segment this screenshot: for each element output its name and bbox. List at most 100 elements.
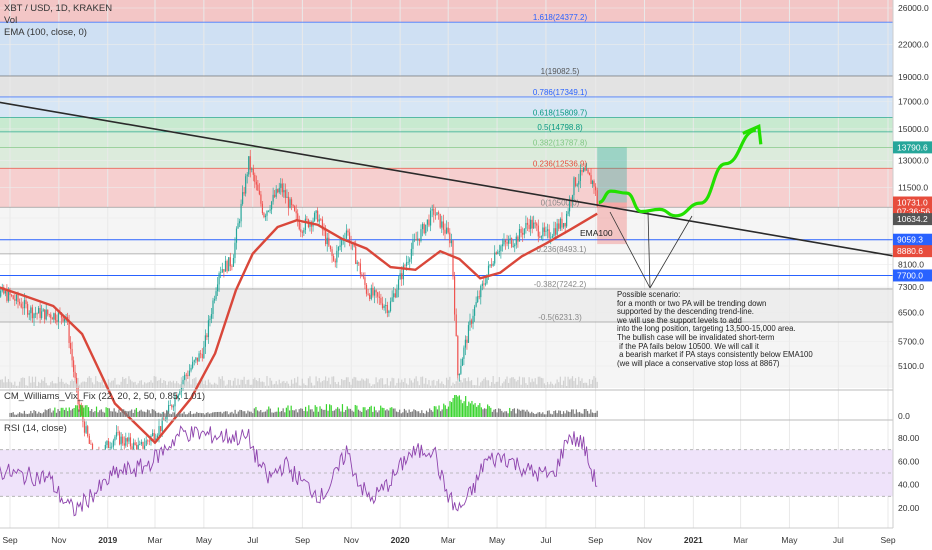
volume-bar <box>523 377 525 388</box>
volume-bar <box>56 383 58 388</box>
vix-bar <box>513 408 516 417</box>
candle-body <box>158 426 160 436</box>
candle-body <box>433 208 435 215</box>
vix-bar <box>520 410 522 417</box>
ema-series: EMA100 <box>0 212 613 445</box>
scenario-note-line: we will use the support levels to add <box>617 315 742 325</box>
vix-bar <box>466 405 468 417</box>
volume-bar <box>344 379 346 388</box>
ema-legend[interactable]: EMA (100, close, 0) <box>4 27 87 38</box>
vix-bar <box>140 409 142 417</box>
vix-legend[interactable]: CM_Williams_Vix_Fix (22, 20, 2, 50, 0.85… <box>4 391 205 402</box>
volume-bar <box>80 382 82 388</box>
vol-legend[interactable]: Vol <box>4 15 18 26</box>
vix-bar <box>151 409 153 417</box>
candle-body <box>481 283 483 287</box>
volume-bar <box>369 383 371 388</box>
vix-bar <box>518 409 520 417</box>
rsi-legend[interactable]: RSI (14, close) <box>4 423 67 434</box>
candle-body <box>587 169 589 173</box>
vix-bar <box>325 404 328 417</box>
candle-body <box>193 360 195 362</box>
candle-body <box>188 370 191 376</box>
candle-body <box>306 218 308 220</box>
candle-body <box>445 227 448 234</box>
vix-bar <box>303 410 305 417</box>
candle-body <box>596 190 598 206</box>
vix-bar <box>472 404 475 417</box>
vix-bar <box>392 408 394 417</box>
vix-bar <box>213 412 215 417</box>
vix-bar <box>19 412 21 417</box>
vix-bar <box>103 412 106 417</box>
volume-bar <box>249 384 251 388</box>
candle-body <box>455 314 457 337</box>
vix-bar <box>418 411 420 417</box>
volume-bar <box>566 385 568 388</box>
volume-bar <box>7 379 10 388</box>
candle-body <box>270 201 273 210</box>
candle-body <box>41 311 43 318</box>
candle-body <box>248 156 250 175</box>
candle-body <box>156 435 159 439</box>
vix-bar <box>33 410 35 417</box>
candle-body <box>439 213 441 228</box>
volume-bar <box>350 384 352 388</box>
candle-body <box>281 183 283 193</box>
vix-bar <box>384 410 387 417</box>
volume-bar <box>593 376 595 388</box>
volume-bar <box>522 377 524 388</box>
trendline[interactable] <box>0 98 912 260</box>
symbol-title[interactable]: XBT / USD, 1D, KRAKEN <box>4 3 113 14</box>
price-badge-label: 8880.6 <box>897 246 923 256</box>
vix-bar <box>567 411 569 417</box>
volume-bar <box>373 384 376 388</box>
volume-bar <box>587 385 589 388</box>
volume-bar <box>450 385 453 388</box>
vix-bar <box>457 396 459 417</box>
volume-bar <box>290 379 293 388</box>
vix-bar <box>292 410 294 417</box>
candle-body <box>51 318 53 320</box>
vix-bar <box>583 409 585 417</box>
vix-bar <box>564 413 566 417</box>
vix-bar <box>450 402 453 417</box>
vix-bar <box>263 411 265 417</box>
candle-body <box>464 339 467 348</box>
candle-body <box>300 229 302 232</box>
vix-bar <box>588 413 590 417</box>
candle-body <box>257 184 259 191</box>
vix-bar <box>76 405 78 417</box>
candle-body <box>304 218 306 231</box>
scenario-note-line: The bullish case will be invalidated sho… <box>617 332 775 342</box>
volume-bar <box>480 382 482 388</box>
volume-bar <box>17 385 19 388</box>
vix-bar <box>116 412 118 417</box>
vix-bar <box>593 412 595 417</box>
time-tick-label: 2020 <box>391 535 410 545</box>
volume-bar <box>394 385 396 388</box>
candle-body <box>118 432 121 445</box>
main-legend[interactable]: XBT / USD, 1D, KRAKEN Vol EMA (100, clos… <box>4 3 112 39</box>
candle-body <box>477 296 479 303</box>
volume-bar <box>37 381 40 388</box>
vix-bar <box>107 407 109 417</box>
candle-body <box>212 300 214 315</box>
vix-bar <box>282 408 284 417</box>
vix-bar <box>84 405 86 417</box>
volume-bar <box>386 378 388 388</box>
vix-bar <box>256 410 259 417</box>
volume-bar <box>494 383 496 388</box>
vix-bar <box>47 408 50 417</box>
candle-body <box>171 405 173 408</box>
volume-bar <box>537 376 539 388</box>
candle-body <box>514 244 516 247</box>
vix-bar <box>585 408 587 417</box>
vix-bar <box>271 412 273 417</box>
volume-bar <box>460 380 462 388</box>
vix-bar <box>89 410 91 417</box>
vix-bar <box>129 410 131 417</box>
candle-body <box>571 195 574 201</box>
volume-bar <box>267 385 270 388</box>
